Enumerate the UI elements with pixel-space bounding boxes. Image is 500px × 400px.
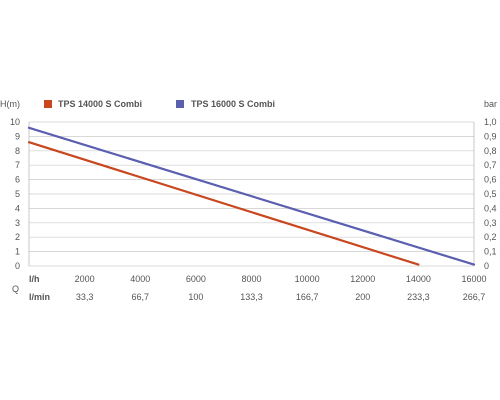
x-row2-unit-label: l/min xyxy=(29,292,50,302)
x-lh-tick-label: 2000 xyxy=(75,274,95,284)
x-lh-tick-labels: 2000 4000 6000 8000 10000 12000 14000 16000 xyxy=(75,274,487,284)
legend-label-tps-14000: TPS 14000 S Combi xyxy=(58,99,142,109)
y-right-tick-label: 0,7 xyxy=(484,160,497,170)
y-right-tick-label: 0,3 xyxy=(484,218,497,228)
x-lh-tick-label: 14000 xyxy=(406,274,431,284)
x-lh-tick-label: 16000 xyxy=(461,274,486,284)
x-lmin-tick-label: 133,3 xyxy=(240,292,263,302)
y-right-tick-label: 0,4 xyxy=(484,203,497,213)
y-left-tick-label: 5 xyxy=(15,189,20,199)
y-right-tick-label: 0,2 xyxy=(484,232,497,242)
y-left-tick-label: 6 xyxy=(15,175,20,185)
plot-frame xyxy=(28,122,475,266)
x-lmin-tick-label: 100 xyxy=(188,292,203,302)
legend-swatch-tps-16000 xyxy=(176,100,184,108)
legend-label-tps-16000: TPS 16000 S Combi xyxy=(191,99,275,109)
y-right-axis-label: bar xyxy=(484,99,497,109)
y-left-tick-label: 9 xyxy=(15,131,20,141)
x-lmin-tick-label: 233,3 xyxy=(407,292,430,302)
y-left-tick-label: 0 xyxy=(15,261,20,271)
y-left-tick-labels: 0 1 2 3 4 5 6 7 8 9 10 xyxy=(10,117,20,271)
legend-swatch-tps-14000 xyxy=(44,100,52,108)
y-left-tick-label: 7 xyxy=(15,160,20,170)
y-right-tick-label: 0 xyxy=(484,261,489,271)
y-left-axis-label: H(m) xyxy=(0,99,20,109)
y-left-tick-label: 10 xyxy=(10,117,20,127)
y-left-tick-label: 4 xyxy=(15,203,20,213)
y-left-tick-label: 3 xyxy=(15,218,20,228)
x-lh-tick-label: 4000 xyxy=(130,274,150,284)
y-left-tick-label: 1 xyxy=(15,247,20,257)
series-lines xyxy=(27,126,476,266)
x-lmin-tick-label: 33,3 xyxy=(76,292,94,302)
grid-lines xyxy=(29,121,474,267)
y-right-tick-labels: 0 0,1 0,2 0,3 0,4 0,5 0,6 0,7 0,8 0,9 1,0 xyxy=(484,117,497,271)
y-right-tick-label: 0,5 xyxy=(484,189,497,199)
y-right-tick-label: 0,9 xyxy=(484,131,497,141)
x-lh-tick-label: 10000 xyxy=(295,274,320,284)
x-lh-tick-label: 8000 xyxy=(241,274,261,284)
x-lmin-tick-labels: 33,3 66,7 100 133,3 166,7 200 233,3 266,7 xyxy=(76,292,485,302)
x-lmin-tick-label: 66,7 xyxy=(131,292,149,302)
x-lh-tick-label: 6000 xyxy=(186,274,206,284)
series-line-tps-16000-s-combi xyxy=(27,126,476,266)
y-left-tick-label: 2 xyxy=(15,232,20,242)
series-line-tps-14000-s-combi xyxy=(27,141,420,266)
x-lmin-tick-label: 166,7 xyxy=(296,292,319,302)
y-right-tick-label: 0,8 xyxy=(484,146,497,156)
y-left-tick-label: 8 xyxy=(15,146,20,156)
legend: TPS 14000 S Combi TPS 16000 S Combi xyxy=(44,99,275,109)
y-right-tick-label: 0,1 xyxy=(484,247,497,257)
x-lh-tick-label: 12000 xyxy=(350,274,375,284)
x-lmin-tick-label: 266,7 xyxy=(463,292,486,302)
x-axis-symbol: Q xyxy=(12,284,19,294)
y-right-tick-label: 1,0 xyxy=(484,117,497,127)
x-row1-unit-label: l/h xyxy=(29,274,40,284)
x-lmin-tick-label: 200 xyxy=(355,292,370,302)
y-right-tick-label: 0,6 xyxy=(484,175,497,185)
